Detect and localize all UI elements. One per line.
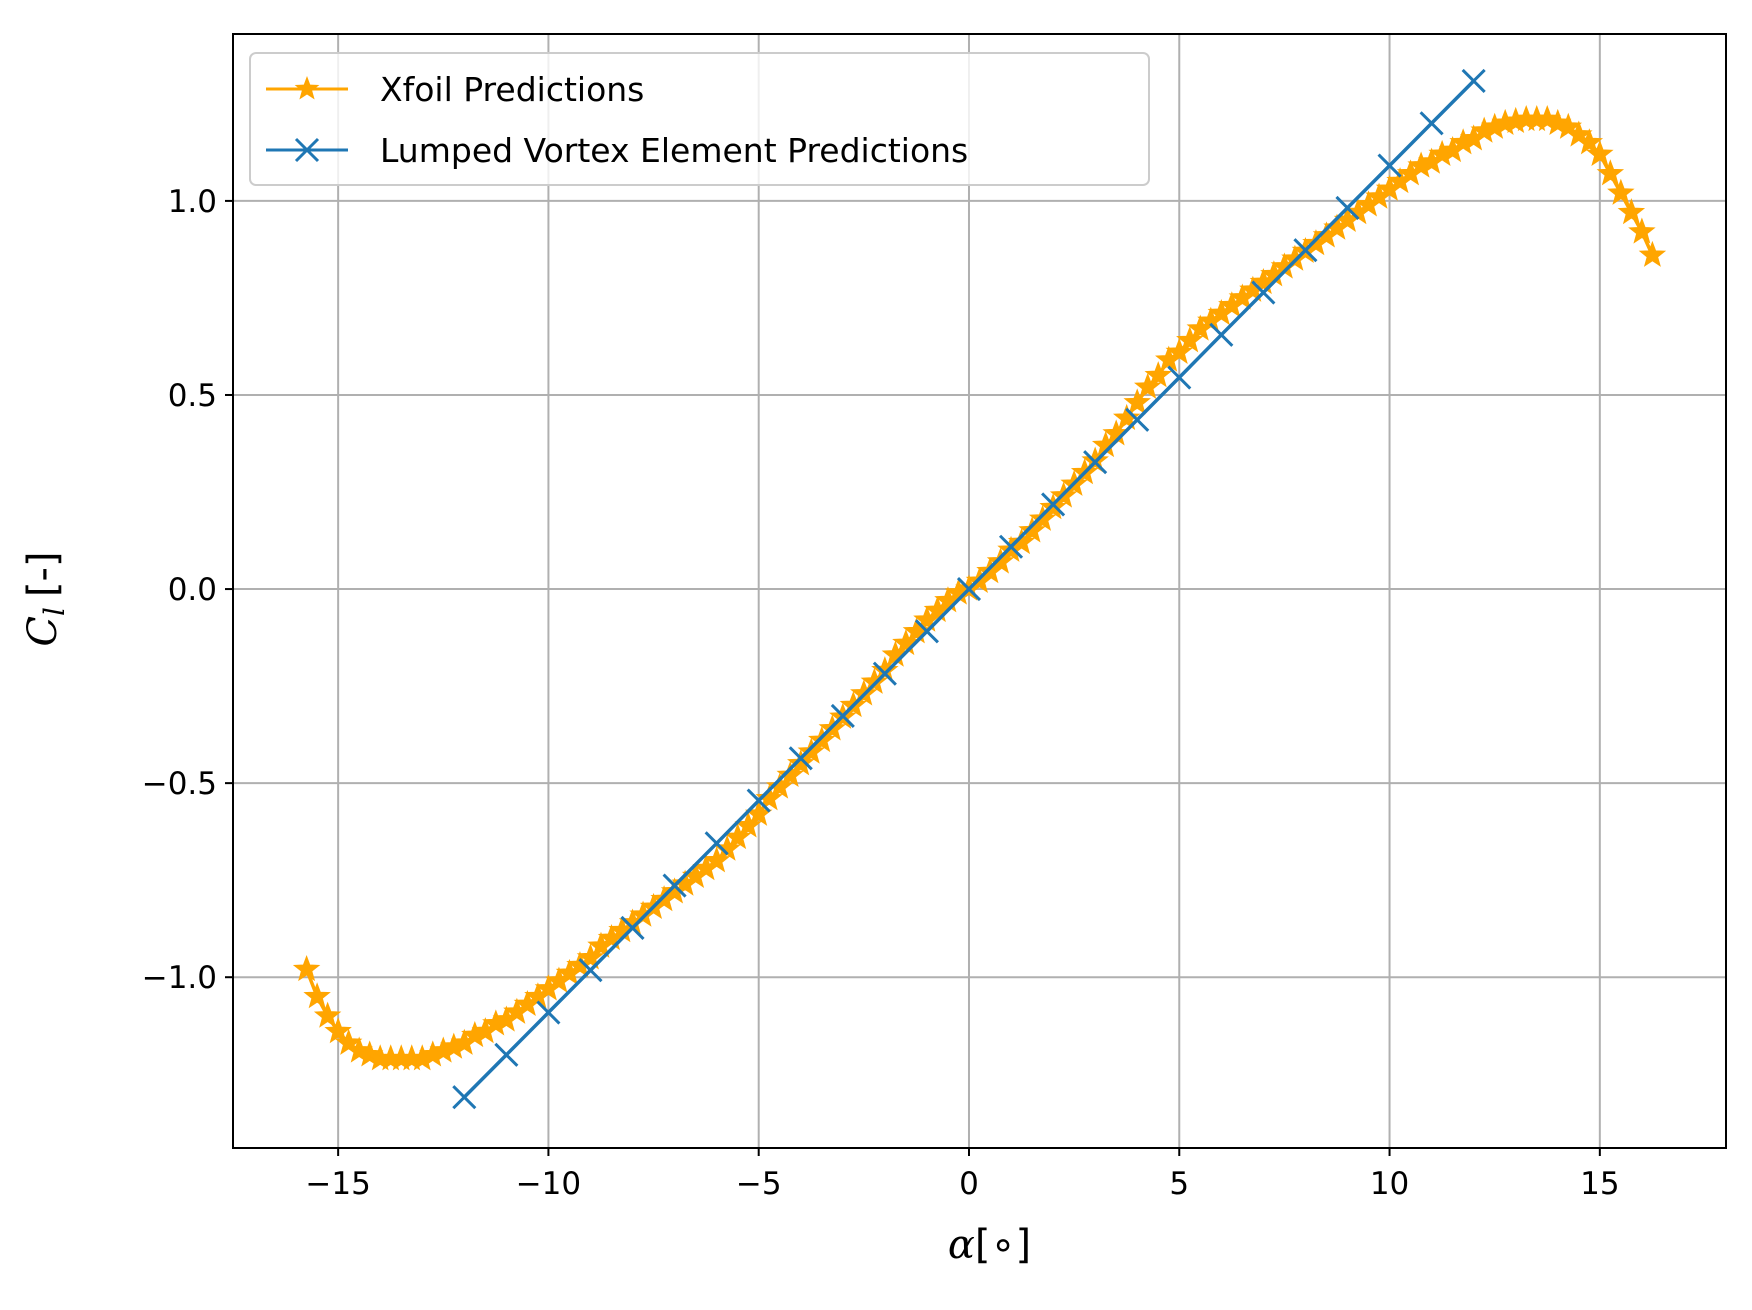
data-point-star bbox=[986, 547, 1015, 574]
data-point-star bbox=[1596, 159, 1625, 186]
data-point-x bbox=[956, 576, 982, 602]
data-point-star bbox=[1638, 240, 1667, 267]
data-point-star bbox=[1144, 361, 1172, 388]
x-axis-label-unit: [∘] bbox=[975, 1222, 1031, 1268]
data-point-x bbox=[1125, 407, 1150, 432]
data-point-x bbox=[1083, 450, 1108, 475]
x-axis-label: α[∘] bbox=[948, 1222, 1031, 1268]
data-point-x bbox=[1377, 153, 1402, 178]
data-point-star bbox=[1586, 139, 1614, 166]
data-point-star bbox=[303, 982, 331, 1009]
data-point-star bbox=[892, 628, 920, 656]
data-point-star bbox=[1575, 128, 1604, 155]
data-point-star bbox=[1007, 528, 1036, 555]
data-point-star bbox=[1617, 198, 1646, 225]
data-point-x bbox=[1335, 195, 1360, 220]
x-tick-label: −10 bbox=[516, 1166, 581, 1202]
data-point-x bbox=[620, 915, 645, 940]
legend-swatch-marker-lumped-vortex bbox=[294, 137, 320, 163]
data-point-star bbox=[755, 784, 783, 811]
data-point-star bbox=[881, 640, 910, 667]
legend-swatch-marker-xfoil bbox=[294, 76, 320, 100]
series-lumped-vortex bbox=[452, 68, 1486, 1110]
y-axis-label: Cl [-] bbox=[20, 551, 71, 646]
x-tick-label: −5 bbox=[736, 1166, 782, 1202]
y-tick-label: −1.0 bbox=[142, 960, 217, 996]
data-point-star bbox=[1628, 217, 1656, 244]
y-axis-label-unit: [-] bbox=[20, 551, 66, 597]
legend-label-lumped-vortex: Lumped Vortex Element Predictions bbox=[380, 131, 968, 170]
x-axis-label-symbol: α bbox=[948, 1222, 975, 1268]
plot-area-series bbox=[292, 68, 1667, 1110]
data-point-star bbox=[902, 617, 931, 644]
x-tick-label: 15 bbox=[1580, 1166, 1619, 1202]
data-point-x bbox=[1293, 238, 1318, 263]
axes-frame bbox=[232, 33, 1727, 1149]
data-point-x bbox=[494, 1042, 519, 1067]
data-point-star bbox=[1134, 372, 1162, 399]
y-tick-label: 0.5 bbox=[168, 378, 217, 414]
y-axis-label-symbol: C bbox=[20, 616, 66, 647]
data-point-star bbox=[1607, 178, 1635, 205]
data-point-star bbox=[766, 772, 794, 799]
data-point-x bbox=[704, 831, 729, 856]
legend-entry-xfoil: Xfoil Predictions bbox=[266, 70, 644, 109]
legend-entry-lumped-vortex: Lumped Vortex Element Predictions bbox=[266, 131, 968, 170]
legend: Xfoil Predictions Lumped Vortex Element … bbox=[249, 52, 1150, 186]
data-point-x bbox=[1461, 68, 1486, 94]
y-axis-label-subscript: l bbox=[38, 607, 71, 616]
x-tick-label: −15 bbox=[305, 1166, 370, 1202]
data-point-star bbox=[702, 846, 731, 873]
data-point-x bbox=[914, 619, 939, 644]
data-point-star bbox=[860, 667, 889, 694]
data-point-x bbox=[578, 958, 603, 983]
y-tick-label: 1.0 bbox=[168, 184, 217, 220]
y-tick-label: −0.5 bbox=[142, 766, 217, 802]
data-point-star bbox=[776, 760, 804, 788]
data-point-star bbox=[787, 749, 815, 776]
data-point-star bbox=[292, 955, 321, 982]
legend-label-xfoil: Xfoil Predictions bbox=[380, 70, 644, 109]
data-point-star bbox=[1112, 403, 1141, 430]
data-point-star bbox=[1176, 326, 1204, 353]
data-point-x bbox=[1419, 111, 1444, 136]
data-point-x bbox=[998, 534, 1024, 559]
data-point-star bbox=[324, 1017, 352, 1044]
data-point-star bbox=[797, 737, 825, 764]
data-point-x bbox=[1167, 365, 1192, 390]
data-point-star bbox=[576, 943, 605, 970]
data-point-star bbox=[1018, 516, 1046, 543]
data-point-x bbox=[872, 661, 897, 686]
data-point-x bbox=[452, 1085, 477, 1110]
data-point-star bbox=[1123, 388, 1151, 415]
data-point-star bbox=[1028, 504, 1057, 531]
y-tick-label: 0.0 bbox=[168, 572, 217, 608]
data-point-x bbox=[662, 873, 687, 898]
data-point-star bbox=[1165, 337, 1193, 364]
data-point-x bbox=[1041, 492, 1066, 517]
data-point-x bbox=[1251, 280, 1276, 305]
x-tick-label: 10 bbox=[1370, 1166, 1409, 1202]
x-tick-label: 0 bbox=[959, 1166, 979, 1202]
data-point-x bbox=[788, 746, 813, 771]
grid bbox=[233, 34, 1726, 1148]
axis-ticks: −15 −10 −5 0 5 10 15 −1.0 −0.5 0.0 0.5 1.0 bbox=[142, 184, 1620, 1202]
data-point-star bbox=[313, 1001, 342, 1028]
data-point-x bbox=[746, 788, 771, 813]
legend-box bbox=[249, 52, 1150, 186]
data-point-x bbox=[536, 1000, 561, 1025]
x-tick-label: 5 bbox=[1169, 1166, 1189, 1202]
data-point-x bbox=[830, 703, 855, 729]
data-point-x bbox=[1209, 322, 1234, 347]
